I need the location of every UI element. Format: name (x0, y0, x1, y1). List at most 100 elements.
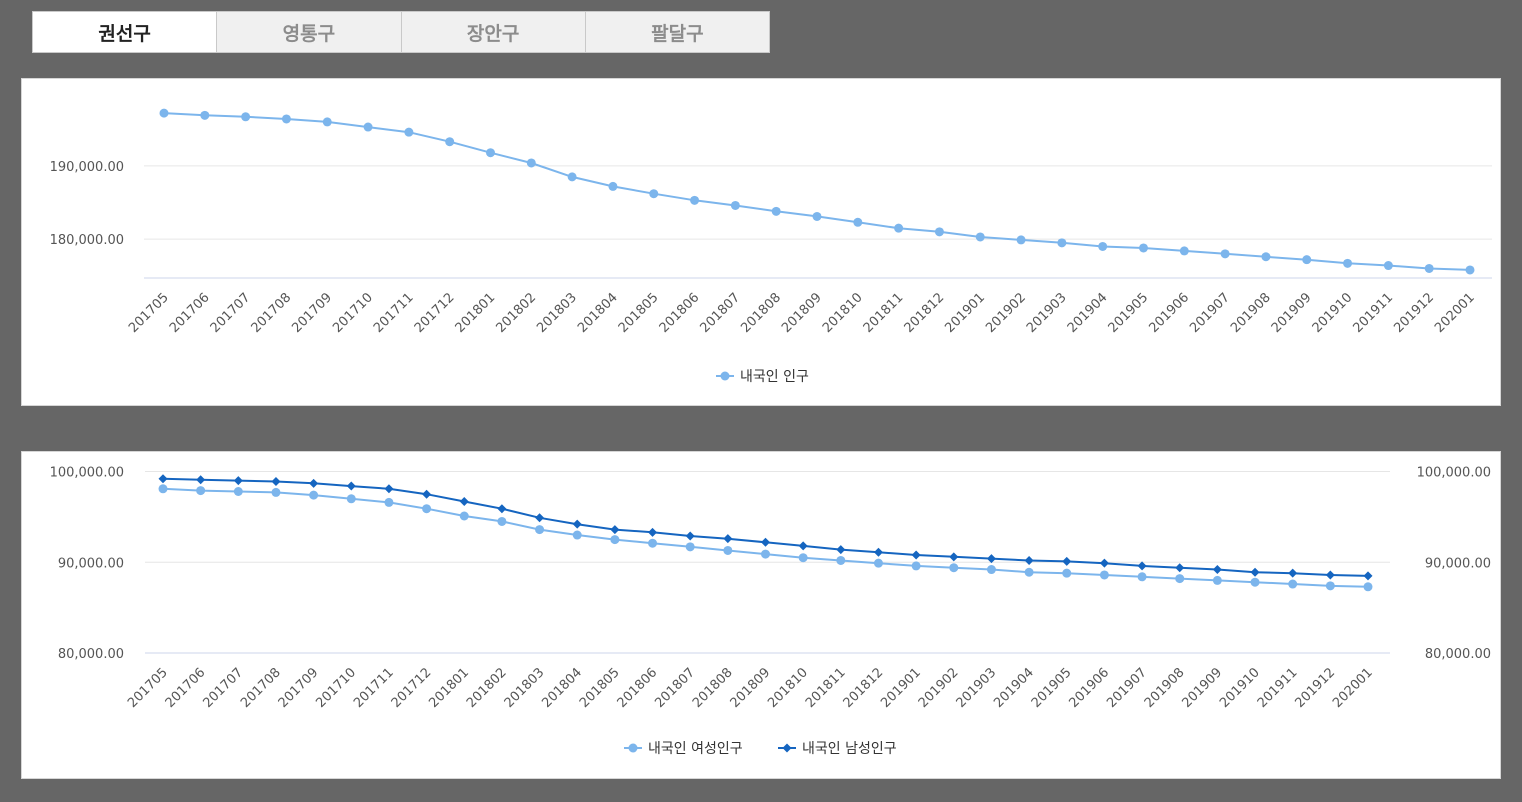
data-point[interactable] (761, 537, 770, 547)
data-point[interactable] (271, 487, 281, 497)
data-point[interactable] (648, 527, 658, 537)
data-point[interactable] (1325, 581, 1335, 591)
data-point[interactable] (1424, 263, 1434, 273)
data-point[interactable] (685, 531, 695, 541)
data-point[interactable] (346, 494, 356, 504)
data-point[interactable] (1465, 265, 1475, 275)
data-point[interactable] (730, 200, 740, 210)
data-point[interactable] (1250, 577, 1260, 587)
data-point[interactable] (1288, 579, 1298, 589)
data-point[interactable] (1175, 563, 1185, 573)
data-point[interactable] (1099, 558, 1109, 568)
tab-yeongtong[interactable]: 영통구 (217, 12, 401, 52)
data-point[interactable] (459, 496, 469, 506)
data-point[interactable] (771, 206, 781, 216)
data-point[interactable] (723, 534, 733, 544)
data-point[interactable] (836, 555, 846, 565)
tab-paldal[interactable]: 팔달구 (585, 12, 769, 52)
data-point[interactable] (422, 504, 432, 514)
data-point[interactable] (949, 552, 959, 562)
data-point[interactable] (911, 550, 921, 560)
data-point[interactable] (1137, 561, 1147, 571)
data-point[interactable] (934, 227, 944, 237)
data-point[interactable] (1099, 570, 1109, 580)
data-point[interactable] (346, 481, 356, 491)
legend-item[interactable]: 내국인 인구 (716, 369, 809, 385)
data-point[interactable] (1024, 567, 1034, 577)
data-point[interactable] (535, 525, 545, 535)
data-point[interactable] (975, 232, 985, 242)
data-point[interactable] (158, 484, 168, 494)
data-point[interactable] (798, 553, 808, 563)
data-point[interactable] (497, 516, 507, 526)
data-point[interactable] (526, 158, 536, 168)
data-point[interactable] (281, 114, 291, 124)
data-point[interactable] (949, 563, 959, 573)
data-point[interactable] (1343, 258, 1353, 268)
data-point[interactable] (233, 486, 243, 496)
data-point[interactable] (1175, 574, 1185, 584)
data-point[interactable] (610, 525, 620, 535)
data-point[interactable] (200, 110, 210, 120)
data-point[interactable] (873, 547, 883, 557)
data-point[interactable] (445, 137, 455, 147)
data-point[interactable] (986, 565, 996, 575)
data-point[interactable] (723, 545, 733, 555)
data-point[interactable] (1057, 238, 1067, 248)
data-point[interactable] (1137, 572, 1147, 582)
data-point[interactable] (535, 513, 545, 523)
data-point[interactable] (309, 490, 319, 500)
legend-item[interactable]: 내국인 여성인구 (624, 741, 743, 757)
data-point[interactable] (1139, 243, 1148, 253)
data-point[interactable] (196, 475, 206, 485)
data-point[interactable] (1212, 565, 1222, 575)
data-point[interactable] (1250, 567, 1260, 577)
data-point[interactable] (384, 484, 394, 494)
data-point[interactable] (497, 504, 507, 514)
data-point[interactable] (1024, 555, 1034, 565)
data-point[interactable] (404, 127, 414, 137)
data-point[interactable] (241, 112, 251, 122)
data-point[interactable] (572, 519, 582, 529)
data-point[interactable] (911, 561, 921, 571)
data-point[interactable] (1363, 582, 1373, 592)
data-point[interactable] (1212, 575, 1222, 585)
data-point[interactable] (567, 172, 577, 182)
data-point[interactable] (322, 117, 332, 127)
data-point[interactable] (894, 223, 904, 233)
data-point[interactable] (422, 489, 432, 499)
data-point[interactable] (363, 122, 373, 132)
data-point[interactable] (459, 511, 469, 521)
data-point[interactable] (685, 542, 695, 552)
data-point[interactable] (1383, 261, 1393, 271)
data-point[interactable] (853, 217, 863, 227)
data-point[interactable] (1302, 255, 1312, 265)
data-point[interactable] (649, 189, 659, 199)
data-point[interactable] (648, 538, 658, 548)
data-point[interactable] (572, 530, 582, 540)
data-point[interactable] (873, 558, 883, 568)
data-point[interactable] (158, 474, 168, 484)
data-point[interactable] (608, 181, 618, 191)
data-point[interactable] (690, 195, 700, 205)
data-point[interactable] (1288, 568, 1298, 578)
data-point[interactable] (384, 497, 394, 507)
data-point[interactable] (309, 478, 319, 488)
tab-jangan[interactable]: 장안구 (401, 12, 585, 52)
data-point[interactable] (1325, 570, 1335, 580)
data-point[interactable] (233, 476, 243, 486)
data-point[interactable] (159, 108, 169, 118)
data-point[interactable] (1261, 252, 1271, 262)
data-point[interactable] (798, 541, 808, 551)
data-point[interactable] (1062, 556, 1072, 566)
data-point[interactable] (271, 477, 281, 487)
data-point[interactable] (1363, 571, 1373, 581)
data-point[interactable] (986, 554, 996, 564)
data-point[interactable] (1016, 235, 1026, 245)
data-point[interactable] (836, 545, 846, 555)
data-point[interactable] (761, 549, 770, 559)
data-point[interactable] (1179, 246, 1189, 256)
data-point[interactable] (1062, 568, 1072, 578)
data-point[interactable] (196, 486, 206, 496)
data-point[interactable] (610, 535, 620, 545)
